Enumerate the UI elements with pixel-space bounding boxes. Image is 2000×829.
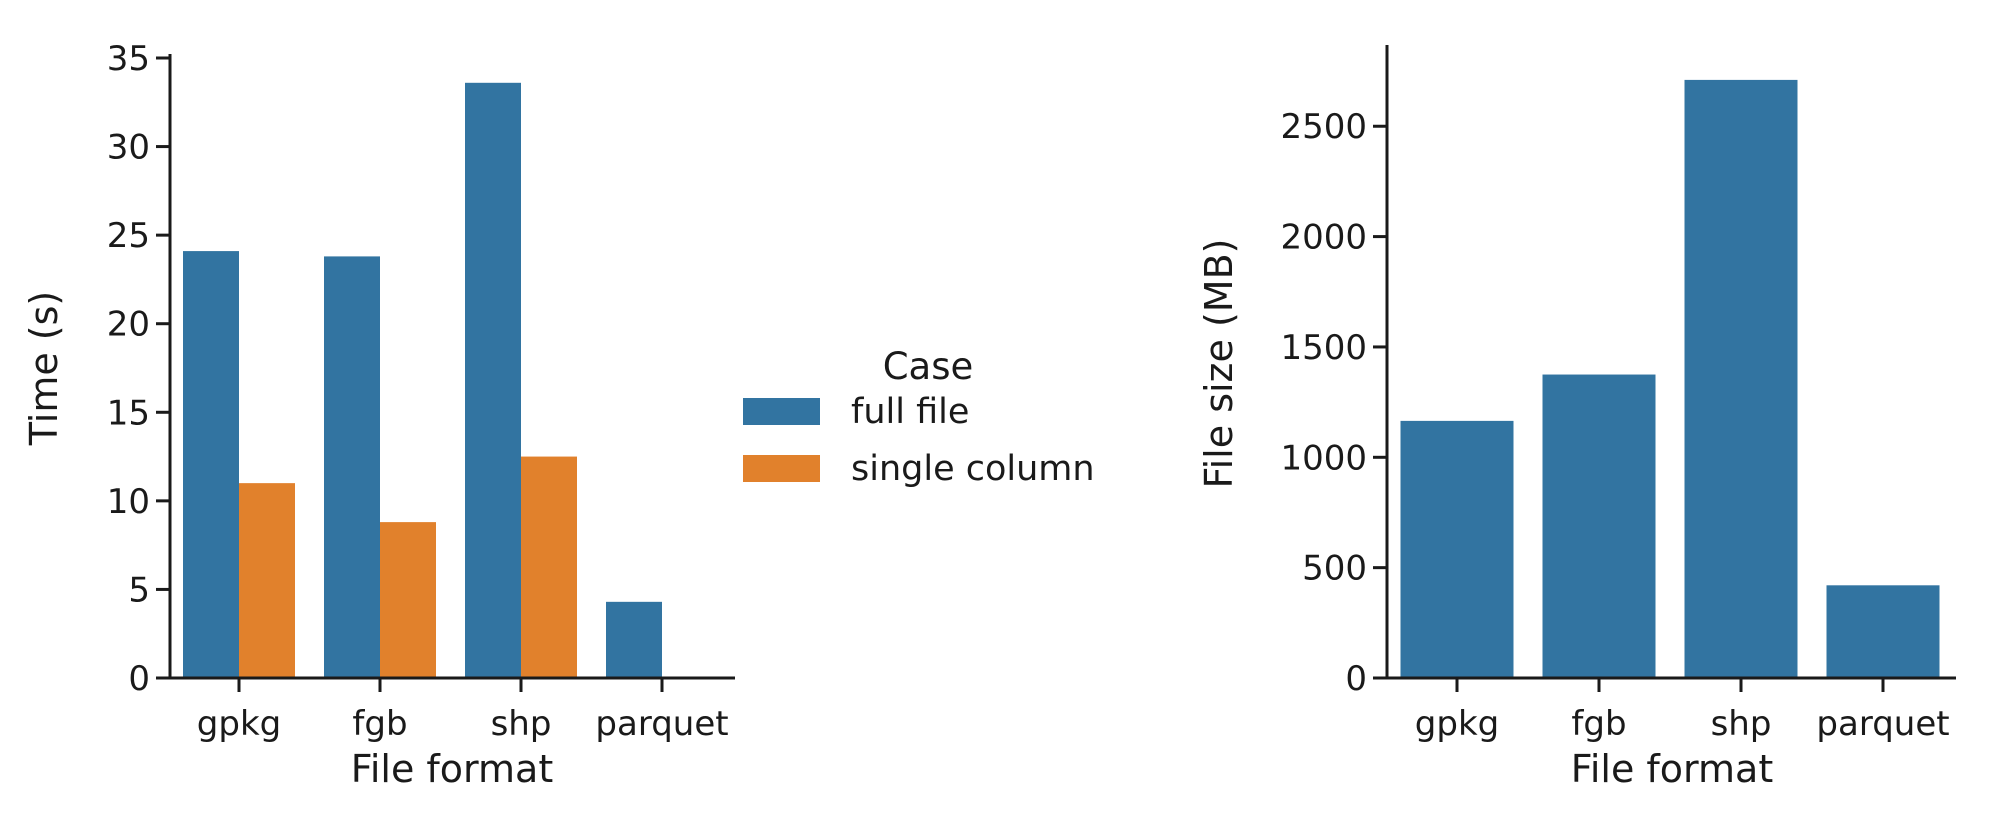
x-tick-label-shp: shp bbox=[1711, 704, 1772, 744]
x-tick-label-parquet: parquet bbox=[595, 704, 728, 744]
x-tick-label-shp: shp bbox=[491, 704, 552, 744]
bar-shp-size bbox=[1684, 79, 1798, 678]
y-tick-label: 1500 bbox=[1280, 328, 1367, 368]
y-tick-label: 10 bbox=[107, 482, 150, 522]
x-axis-label: File format bbox=[351, 747, 553, 791]
legend-label-single-column: single column bbox=[851, 449, 1095, 489]
x-tick-label-fgb: fgb bbox=[352, 704, 407, 744]
x-tick-label-parquet: parquet bbox=[1816, 704, 1949, 744]
y-tick-label: 25 bbox=[107, 216, 150, 256]
bar-fgb-full-file bbox=[324, 256, 380, 678]
x-tick-label-gpkg: gpkg bbox=[1415, 704, 1499, 744]
bar-gpkg-size bbox=[1400, 420, 1514, 678]
y-axis-label: File size (MB) bbox=[1197, 239, 1241, 489]
bar-shp-single-column bbox=[521, 456, 577, 678]
bar-shp-full-file bbox=[465, 82, 521, 679]
file-size-chart: 0 500 1000 1500 2000 2500 gpkg fgb shp parquet Fil… bbox=[1197, 45, 1956, 791]
bar-parquet-size bbox=[1826, 585, 1940, 678]
y-tick-label: 35 bbox=[107, 39, 150, 79]
y-tick-label: 30 bbox=[107, 128, 150, 168]
time-chart: 0 5 10 15 20 25 30 35 gpkg fgb shp parquet File form… bbox=[22, 39, 735, 791]
y-tick-label: 20 bbox=[107, 305, 150, 345]
y-tick-label: 2000 bbox=[1280, 218, 1367, 258]
legend-swatch-single-column bbox=[743, 455, 820, 482]
y-tick-label: 500 bbox=[1302, 549, 1367, 589]
bar-gpkg-full-file bbox=[183, 251, 239, 679]
y-tick-label: 0 bbox=[128, 659, 150, 699]
bar-fgb-single-column bbox=[380, 522, 436, 678]
y-tick-label: 1000 bbox=[1280, 438, 1367, 478]
y-axis-label: Time (s) bbox=[22, 291, 66, 447]
bar-parquet-full-file bbox=[606, 601, 662, 678]
legend-label-full-file: full file bbox=[851, 392, 969, 432]
y-tick-label: 2500 bbox=[1280, 107, 1367, 147]
y-tick-label: 0 bbox=[1345, 659, 1367, 699]
x-tick-label-fgb: fgb bbox=[1571, 704, 1626, 744]
bar-gpkg-single-column bbox=[239, 483, 295, 678]
x-tick-label-gpkg: gpkg bbox=[197, 704, 281, 744]
y-tick-label: 5 bbox=[128, 570, 150, 610]
legend-title: Case bbox=[883, 345, 974, 388]
x-axis-label: File format bbox=[1571, 747, 1773, 791]
y-tick-label: 15 bbox=[107, 393, 150, 433]
bar-fgb-size bbox=[1542, 374, 1656, 678]
legend-swatch-full-file bbox=[743, 398, 820, 425]
